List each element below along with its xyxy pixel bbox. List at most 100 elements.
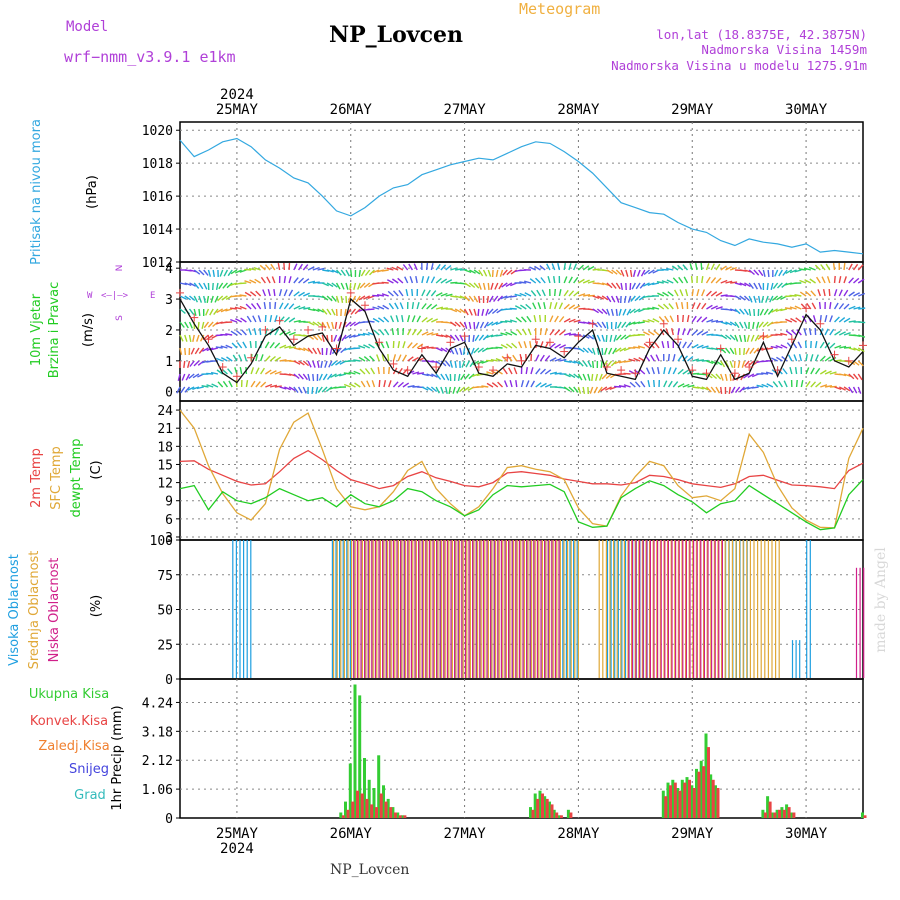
- wind-barb: [544, 383, 552, 388]
- wind-barb: [516, 328, 523, 336]
- wind-barb: [689, 263, 693, 271]
- wind-barb: [619, 347, 627, 352]
- wind-barb: [767, 308, 774, 315]
- wind-barb: [657, 304, 665, 310]
- wind-barb: [486, 371, 494, 375]
- wind-barb: [376, 354, 380, 362]
- wind-barb: [235, 269, 242, 274]
- wind-barb: [288, 331, 296, 336]
- wind-barb: [269, 384, 278, 388]
- wind-barb: [363, 295, 371, 300]
- wind-barb: [244, 291, 252, 297]
- wind-barb: [771, 357, 778, 362]
- wind-barb: [606, 321, 609, 329]
- y-tick-label: 12: [157, 477, 173, 492]
- wind-barb: [829, 371, 837, 375]
- wind-barb: [381, 293, 389, 297]
- cloud-bar: [746, 540, 748, 678]
- wind-barb: [219, 269, 224, 277]
- wind-barb: [179, 334, 184, 342]
- precip-bar: [360, 793, 364, 818]
- wind-barb: [843, 276, 847, 284]
- cloud-bar: [602, 540, 604, 678]
- wind-barb: [392, 381, 399, 388]
- cloud-bar: [753, 540, 755, 678]
- wind-barb: [701, 302, 707, 310]
- cloud-bar: [757, 540, 759, 678]
- wind-barb: [681, 301, 684, 310]
- wind-barb: [610, 295, 616, 303]
- wind-barb: [223, 269, 229, 277]
- wind-barb: [743, 334, 747, 342]
- cloud-bar: [721, 540, 723, 678]
- wind-barb: [587, 360, 592, 368]
- wind-barb: [629, 269, 633, 278]
- precip-bar: [699, 760, 703, 818]
- wind-barb: [402, 341, 406, 349]
- wind-barb: [340, 282, 345, 290]
- precip-bar: [548, 801, 551, 818]
- precip-bar: [716, 788, 720, 818]
- wind-barb: [283, 316, 290, 323]
- wind-barb: [546, 263, 551, 271]
- wind-barb: [187, 360, 191, 368]
- wind-barb: [791, 329, 798, 336]
- wind-barb: [663, 380, 668, 388]
- wind-barb: [758, 321, 764, 328]
- wind-barb: [770, 345, 778, 349]
- wind-barb: [775, 333, 783, 336]
- wind-barb: [597, 282, 605, 286]
- wind-barb: [473, 269, 481, 275]
- x-tick-label-top: 25MAY: [216, 102, 259, 118]
- wind-barb: [633, 357, 641, 362]
- cloud-bar: [473, 540, 475, 678]
- wind-barb: [785, 330, 793, 336]
- wind-barb: [626, 308, 632, 316]
- wind-barb: [421, 386, 429, 391]
- wind-barb: [677, 354, 683, 362]
- wind-barb: [279, 386, 287, 390]
- cloud-bar: [400, 540, 402, 678]
- wind-barb: [789, 294, 797, 297]
- wind-barb: [529, 278, 537, 284]
- wind-barb: [582, 360, 588, 368]
- wind-barb: [519, 281, 527, 284]
- wind-barb: [179, 308, 186, 314]
- wind-barb: [662, 291, 669, 297]
- wind-barb: [302, 386, 307, 394]
- wind-barb: [297, 263, 303, 271]
- wind-barb: [512, 354, 518, 362]
- wind-barb: [568, 304, 576, 310]
- wind-barb: [452, 386, 456, 394]
- cloud-bar: [574, 540, 576, 678]
- wind-barb: [188, 334, 192, 343]
- wind-barb: [445, 264, 452, 271]
- precip-bar: [559, 815, 563, 818]
- wind-barb: [183, 360, 186, 368]
- wind-barb: [307, 280, 316, 284]
- wind-barb: [311, 386, 314, 394]
- wind-barb: [604, 347, 608, 355]
- wind-barb: [620, 282, 623, 291]
- wind-barb: [488, 295, 494, 303]
- cloud-bar: [479, 540, 481, 678]
- wind-barb: [329, 347, 333, 355]
- wind-barb: [193, 308, 197, 316]
- wind-barb: [293, 291, 300, 297]
- y-tick-label: 1.06: [142, 783, 173, 798]
- wind-barb: [739, 295, 746, 301]
- wind-barb: [477, 308, 480, 317]
- wind-barb: [201, 385, 209, 388]
- wind-barb: [449, 334, 456, 341]
- y-tick-label: 1016: [142, 190, 173, 205]
- wind-barb: [729, 373, 732, 382]
- cloud-bar: [859, 567, 861, 678]
- wind-barb: [189, 282, 197, 287]
- wind-barb: [520, 316, 527, 323]
- wind-barb: [348, 383, 356, 388]
- wind-barb: [729, 334, 736, 341]
- wind-barb: [317, 308, 325, 313]
- cloud-bar: [642, 540, 644, 678]
- wind-barb: [401, 314, 404, 323]
- precip-bar: [775, 809, 779, 818]
